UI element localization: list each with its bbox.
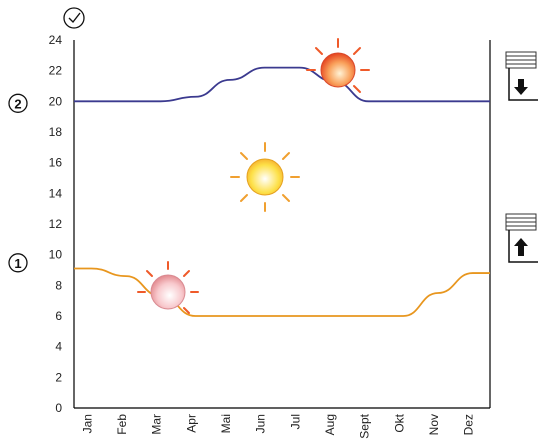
x-tick-label: Aug: [323, 414, 337, 435]
level-marker-2: 2: [8, 93, 28, 113]
marker-label: 2: [14, 96, 21, 111]
series-line-lower: [73, 267, 490, 317]
marker-circle: [8, 253, 28, 273]
marker-circle: [8, 93, 28, 113]
level-markers: 21: [8, 93, 28, 273]
sun-hot-icon: [306, 38, 370, 93]
x-tick-label: Dez: [462, 414, 476, 435]
x-tick-label: Mar: [150, 414, 164, 435]
axes: [73, 40, 491, 409]
y-tick-label: 8: [55, 278, 62, 292]
sun-icon: [230, 142, 300, 212]
x-tick-label: Nov: [427, 414, 441, 435]
x-tick-label: Feb: [115, 414, 129, 435]
level-marker-1: 1: [8, 253, 28, 273]
x-tick-labels: Jan Feb Mar Apr Mai Jun Jul Aug Sept Okt Nov Dez: [80, 413, 475, 438]
y-tick-label: 0: [55, 401, 62, 415]
y-tick-label: 22: [49, 64, 63, 78]
x-tick-label: Jun: [254, 414, 268, 433]
shutter-up-icon: [505, 213, 538, 263]
marker-label: 1: [14, 256, 21, 271]
series-line-upper: [74, 66, 490, 103]
y-tick-label: 10: [49, 248, 63, 262]
y-tick-label: 6: [55, 309, 62, 323]
y-tick-label: 2: [55, 370, 62, 384]
x-tick-label: Jan: [80, 414, 94, 433]
y-tick-label: 4: [55, 340, 62, 354]
y-tick-label: 20: [49, 94, 63, 108]
x-tick-label: Jul: [288, 414, 302, 429]
sun-mild-icon: [137, 261, 199, 314]
y-tick-label: 16: [49, 156, 63, 170]
y-tick-label: 12: [49, 217, 63, 231]
x-tick-label: Apr: [184, 414, 198, 433]
y-tick-label: 14: [49, 186, 63, 200]
x-tick-label: Sept: [358, 413, 372, 438]
y-tick-label: 24: [49, 33, 63, 47]
clock-check-icon: [63, 7, 85, 29]
x-tick-label: Mai: [219, 414, 233, 433]
shutter-down-icon: [505, 51, 538, 101]
x-tick-label: Okt: [392, 413, 406, 432]
y-tick-label: 18: [49, 125, 63, 139]
